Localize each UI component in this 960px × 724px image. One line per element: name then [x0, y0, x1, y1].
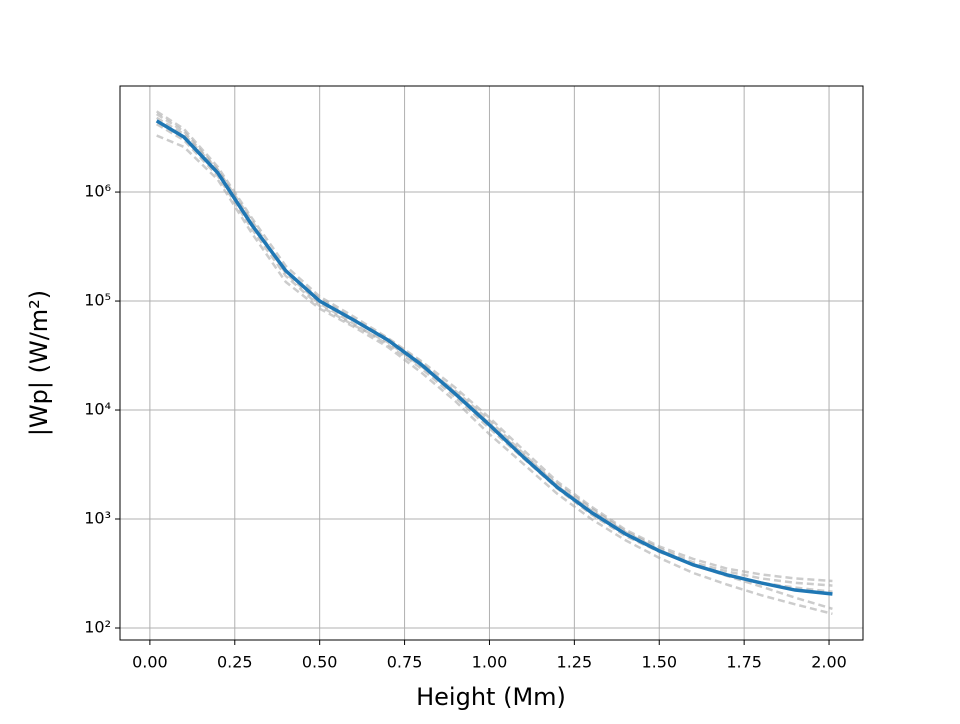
x-tick-label: 0.75	[387, 653, 423, 672]
x-tick-label: 0.00	[132, 653, 168, 672]
x-tick-label: 1.25	[557, 653, 593, 672]
y-tick-label: 10²	[84, 617, 111, 636]
x-tick-label: 1.75	[726, 653, 762, 672]
x-tick-label: 0.50	[302, 653, 338, 672]
y-tick-label: 10⁴	[84, 400, 111, 419]
y-tick-label: 10³	[84, 509, 111, 528]
x-tick-label: 2.00	[811, 653, 847, 672]
x-tick-label: 1.50	[641, 653, 677, 672]
dashed-line	[156, 112, 833, 587]
dashed-line	[155, 110, 833, 583]
y-tick-label: 10⁶	[84, 182, 111, 201]
y-tick-label: 10⁵	[84, 291, 111, 310]
y-axis-label: |Wp| (W/m²)	[25, 290, 53, 436]
dashed-line	[156, 123, 833, 611]
plot-frame	[119, 85, 864, 641]
dashed-line	[156, 134, 833, 616]
dashed-line	[156, 116, 833, 594]
x-tick-label: 1.00	[472, 653, 508, 672]
x-axis-label: Height (Mm)	[416, 683, 566, 711]
x-tick-label: 0.25	[217, 653, 253, 672]
line	[155, 119, 833, 596]
